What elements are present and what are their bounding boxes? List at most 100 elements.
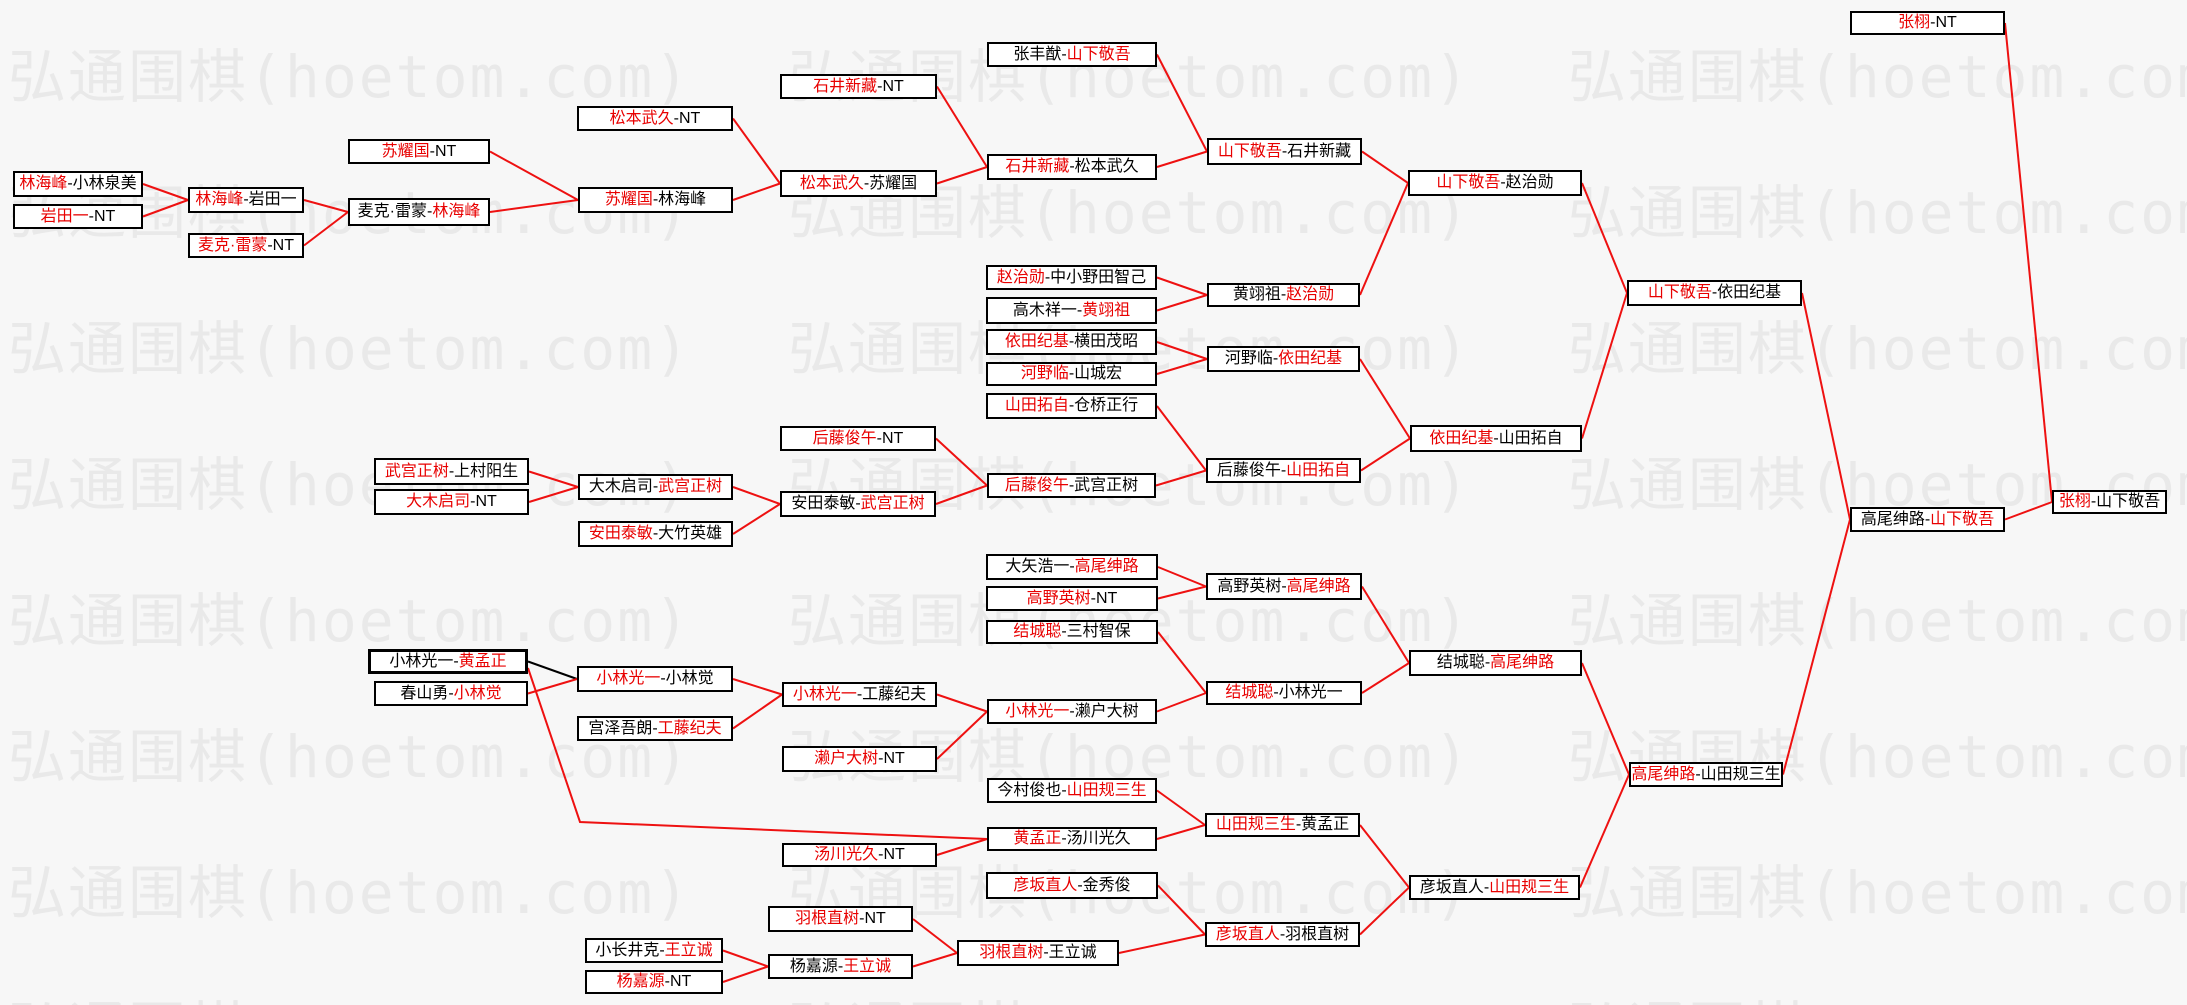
winner-name: 山下敬吾 (1930, 510, 1995, 528)
match-box[interactable]: 结城聪- 高尾绅路 (1409, 650, 1582, 676)
match-box[interactable]: 羽根直树 -NT (768, 906, 913, 932)
winner-name: 山下敬吾 (1647, 284, 1712, 301)
match-box[interactable]: 后藤俊午- 山田拓自 (1206, 458, 1361, 483)
connector-line (528, 470, 579, 488)
loser-name: -赵治勋 (1500, 174, 1554, 191)
match-box[interactable]: 宫泽吾朗- 工藤纪夫 (577, 716, 733, 741)
match-box[interactable]: 小林光一- 黄孟正 (368, 649, 528, 674)
match-box[interactable]: 大木启司 -NT (374, 489, 529, 515)
match-box[interactable]: 河野临 -山城宏 (986, 362, 1157, 386)
match-box[interactable]: 苏耀国 -NT (348, 139, 490, 164)
loser-name: -大竹英雄 (652, 525, 723, 542)
winner-name: 林海峰 (195, 191, 244, 208)
loser-name: -NT (1090, 589, 1118, 607)
loser-name: -松本武久 (1069, 158, 1139, 175)
match-box[interactable]: 山下敬吾 -赵治勋 (1408, 170, 1582, 196)
match-box[interactable]: 依田纪基 -横田茂昭 (986, 329, 1157, 355)
match-box[interactable]: 石井新藏 -松本武久 (987, 154, 1157, 180)
loser-name: 彦坂直人- (1419, 878, 1490, 896)
match-box[interactable]: 张栩 -NT (1850, 11, 2005, 35)
connector-line (303, 199, 349, 213)
match-box[interactable]: 大矢浩一- 高尾绅路 (986, 554, 1158, 580)
loser-name: -三村智保 (1061, 623, 1131, 640)
match-box[interactable]: 高野英树 -NT (986, 586, 1158, 611)
loser-name: -工藤纪夫 (856, 685, 927, 703)
match-box[interactable]: 安田泰敏- 武宫正树 (780, 491, 936, 517)
winner-name: 黄翊祖 (1082, 301, 1131, 319)
match-box[interactable]: 赵治勋 -中小野田智己 (986, 265, 1157, 290)
match-box[interactable]: 山下敬吾 -石井新藏 (1207, 138, 1362, 165)
match-box[interactable]: 汤川光久 -NT (782, 843, 937, 867)
match-box[interactable]: 春山勇- 小林觉 (374, 681, 528, 706)
match-box[interactable]: 后藤俊午 -武宫正树 (987, 473, 1156, 498)
connector-line (732, 486, 781, 505)
match-box[interactable]: 岩田一 -NT (13, 204, 143, 229)
match-box[interactable]: 张栩 -山下敬吾 (2052, 490, 2167, 514)
match-box[interactable]: 山田拓自 -仓桥正行 (986, 393, 1157, 419)
connector-line (1359, 182, 1409, 296)
match-box[interactable]: 黄孟正 -汤川光久 (987, 827, 1157, 851)
winner-name: 高野英树 (1026, 589, 1091, 607)
match-box[interactable]: 张丰猷- 山下敬吾 (987, 42, 1157, 67)
match-box[interactable]: 山田规三生 -黄孟正 (1205, 813, 1360, 837)
winner-name: 濑户大树 (814, 750, 879, 767)
match-box[interactable]: 河野临- 依田纪基 (1207, 346, 1360, 372)
match-box[interactable]: 小林光一 -小林觉 (577, 666, 733, 692)
match-box[interactable]: 小林光一 -工藤纪夫 (782, 682, 937, 707)
connector-line (936, 710, 988, 760)
match-box[interactable]: 高尾绅路- 山下敬吾 (1850, 507, 2005, 532)
match-box[interactable]: 羽根直树 -王立诚 (957, 940, 1119, 966)
loser-name: -石井新藏 (1281, 142, 1352, 160)
loser-name: -NT (859, 910, 886, 927)
connector-line (527, 667, 988, 840)
match-box[interactable]: 小林光一 -濑户大树 (987, 699, 1157, 724)
match-box[interactable]: 高野英树- 高尾绅路 (1206, 573, 1362, 600)
match-box[interactable]: 麦克·雷蒙 -NT (188, 233, 304, 258)
winner-name: 彦坂直人 (1215, 925, 1280, 943)
match-box[interactable]: 武宫正树 -上村阳生 (374, 458, 529, 485)
match-box[interactable]: 彦坂直人 -金秀俊 (986, 872, 1158, 899)
match-box[interactable]: 杨嘉源- 王立诚 (768, 954, 913, 979)
connector-line (912, 952, 958, 968)
match-box[interactable]: 石井新藏 -NT (780, 74, 937, 99)
loser-name: -林海峰 (652, 191, 707, 208)
match-box[interactable]: 濑户大树 -NT (782, 746, 937, 772)
connector-line (528, 486, 579, 503)
match-box[interactable]: 林海峰 -小林泉美 (13, 171, 143, 197)
connector-line (527, 660, 578, 680)
match-box[interactable]: 今村俊也- 山田规三生 (987, 778, 1157, 803)
match-box[interactable]: 彦坂直人- 山田规三生 (1409, 875, 1580, 900)
connector-line (912, 918, 958, 954)
match-box[interactable]: 小长井克- 王立诚 (585, 938, 723, 963)
loser-name: -上村阳生 (448, 462, 519, 480)
match-box[interactable]: 彦坂直人 -羽根直树 (1205, 922, 1360, 947)
winner-name: 山田规三生 (1066, 781, 1147, 799)
loser-name: 宫泽吾朗- (588, 719, 658, 737)
winner-name: 依田纪基 (1429, 429, 1494, 447)
match-box[interactable]: 大木启司- 武宫正树 (578, 474, 733, 500)
match-box[interactable]: 依田纪基 -山田拓自 (1410, 425, 1582, 452)
connector-line (722, 965, 769, 983)
match-box[interactable]: 结城聪 -三村智保 (986, 620, 1158, 644)
winner-name: 汤川光久 (814, 846, 879, 863)
match-box[interactable]: 黄翊祖- 赵治勋 (1207, 283, 1360, 307)
match-box[interactable]: 高尾绅路 -山田规三生 (1629, 762, 1783, 787)
loser-name: -NT (664, 973, 692, 990)
connector-line (1581, 662, 1630, 775)
match-box[interactable]: 林海峰 -岩田一 (188, 187, 304, 213)
match-box[interactable]: 苏耀国 -林海峰 (578, 187, 733, 213)
loser-name: 麦克·雷蒙- (357, 203, 433, 220)
match-box[interactable]: 麦克·雷蒙- 林海峰 (348, 198, 490, 226)
match-box[interactable]: 松本武久 -苏耀国 (780, 170, 937, 197)
match-box[interactable]: 松本武久 -NT (577, 106, 733, 131)
connector-line (1157, 884, 1206, 936)
match-box[interactable]: 高木祥一- 黄翊祖 (986, 297, 1157, 324)
match-box[interactable]: 后藤俊午 -NT (780, 426, 936, 451)
match-box[interactable]: 山下敬吾 -依田纪基 (1627, 280, 1802, 306)
winner-name: 山田规三生 (1489, 878, 1570, 896)
match-box[interactable]: 结城聪 -小林光一 (1206, 681, 1362, 705)
match-box[interactable]: 杨嘉源 -NT (585, 970, 723, 994)
match-box[interactable]: 安田泰敏 -大竹英雄 (578, 521, 733, 547)
connector-line (732, 117, 781, 185)
connector-line (732, 678, 783, 696)
